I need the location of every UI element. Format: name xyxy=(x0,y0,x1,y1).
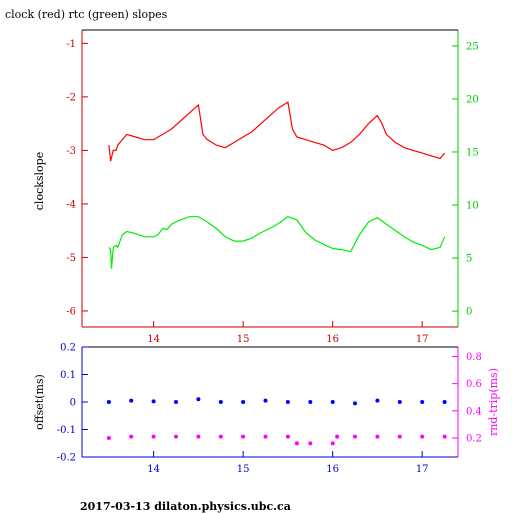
series-0-point xyxy=(218,400,223,404)
x-tick-label: 14 xyxy=(147,334,160,345)
top-panel: 14 15 16 17 -6 -5 -4 -3 -2 -1 0 5 10 15 20 25 xyxy=(66,29,479,345)
series-1-point xyxy=(375,434,380,439)
series-0-point xyxy=(129,398,134,403)
y2-tick-label: 10 xyxy=(466,201,479,212)
y2-tick-label: 0.6 xyxy=(466,379,482,390)
y-tick-label: -6 xyxy=(66,306,76,317)
series-1-point xyxy=(129,434,134,439)
bottom-panel: 14 15 16 17 -0.2 -0.1 0 0.1 0.2 0.2 0.4 0.6 0.8 xyxy=(57,343,482,476)
series-line-0 xyxy=(108,101,446,162)
series-0-point xyxy=(285,400,290,404)
y-tick-label: -5 xyxy=(66,253,76,264)
series-1-point xyxy=(241,434,246,439)
y2-tick-label: 5 xyxy=(466,254,472,265)
x-tick-label: 17 xyxy=(416,464,429,475)
y-tick-label: -1 xyxy=(66,39,76,50)
series-1-point xyxy=(218,434,223,439)
series-line-1 xyxy=(108,216,446,269)
series-1-point xyxy=(397,434,402,439)
series-1-point xyxy=(420,434,425,439)
y-tick-label: -4 xyxy=(66,199,76,210)
y2-tick-label: 25 xyxy=(466,41,479,52)
series-1-point xyxy=(308,441,313,446)
series-0-point xyxy=(174,400,178,404)
series-0-point xyxy=(375,398,380,403)
series-0-point xyxy=(308,400,313,404)
footer-caption: 2017-03-13 dilaton.physics.ubc.ca xyxy=(80,500,291,513)
y2-tick-label: 0.2 xyxy=(466,433,482,444)
y2-tick-label: 0.8 xyxy=(466,352,482,363)
series-1-point xyxy=(442,434,447,439)
x-tick-label: 15 xyxy=(237,464,250,475)
y-tick-label: -0.1 xyxy=(57,425,76,436)
y2-tick-label: 0 xyxy=(466,307,472,318)
series-0-point xyxy=(442,400,447,404)
series-0-point xyxy=(196,397,201,402)
roundtrip-y-axis-label: rnd-trip(ms) xyxy=(487,368,500,436)
series-1-point xyxy=(294,441,299,446)
series-0-point xyxy=(353,401,357,406)
x-tick-label: 16 xyxy=(326,464,339,475)
series-1-point xyxy=(335,434,340,439)
y-tick-label: 0.1 xyxy=(60,370,76,381)
y-tick-label: 0.2 xyxy=(60,343,76,354)
chart-title: clock (red) rtc (green) slopes xyxy=(5,8,168,21)
y-tick-label: -0.2 xyxy=(57,453,76,464)
top-y-axis-label: clockslope xyxy=(33,152,46,210)
series-0-point xyxy=(330,400,335,404)
series-0-point xyxy=(151,399,156,404)
y-tick-label: -3 xyxy=(66,146,76,157)
y2-tick-label: 0.4 xyxy=(466,406,482,417)
series-0-point xyxy=(241,400,246,404)
x-tick-label: 16 xyxy=(326,334,339,345)
series-0-point xyxy=(106,400,111,404)
series-1-point xyxy=(106,436,111,440)
x-tick-label: 15 xyxy=(237,334,250,345)
series-1-point xyxy=(285,434,290,439)
series-1-point xyxy=(174,434,178,439)
y-tick-label: -2 xyxy=(66,92,76,103)
y2-tick-label: 15 xyxy=(466,147,479,158)
series-1-point xyxy=(263,434,268,439)
y-tick-label: 0 xyxy=(70,398,76,409)
series-0-point xyxy=(263,398,268,403)
series-1-point xyxy=(353,434,357,439)
series-0-point xyxy=(420,400,425,404)
series-1-point xyxy=(151,434,156,439)
x-tick-label: 14 xyxy=(147,464,160,475)
series-1-point xyxy=(196,434,201,439)
x-tick-label: 17 xyxy=(416,334,429,345)
offset-y-axis-label: offset(ms) xyxy=(33,374,46,430)
series-1-point xyxy=(330,441,335,446)
series-0-point xyxy=(397,400,402,404)
y2-tick-label: 20 xyxy=(466,94,479,105)
